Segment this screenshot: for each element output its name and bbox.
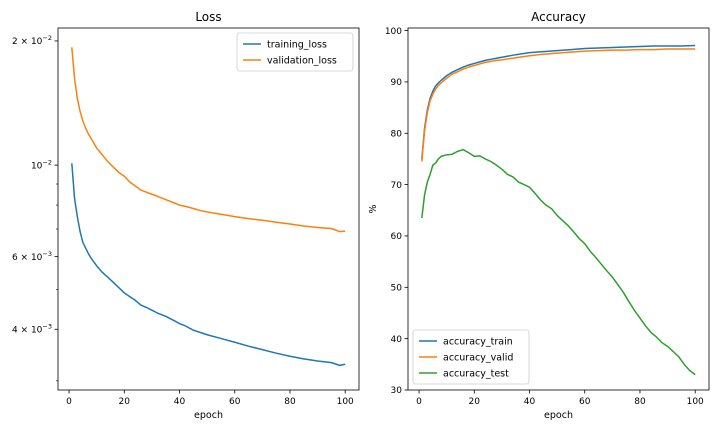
loss-x-axis-label: epoch xyxy=(194,410,223,421)
x-tick-label: 0 xyxy=(416,397,422,407)
y-tick-label: 4 × 10−3 xyxy=(12,322,52,335)
legend-box xyxy=(412,329,530,385)
accuracy-y-axis-label: % xyxy=(368,204,379,213)
legend-label: accuracy_valid xyxy=(443,352,513,363)
legend-label: accuracy_test xyxy=(443,368,509,379)
x-tick-label: 60 xyxy=(229,397,241,407)
x-tick-label: 60 xyxy=(579,397,591,407)
series-line-training-loss xyxy=(71,163,346,367)
y-tick-label: 80 xyxy=(391,129,403,139)
legend-label: validation_loss xyxy=(267,55,337,66)
y-tick-label: 10−2 xyxy=(31,158,52,171)
y-tick-label: 30 xyxy=(391,386,403,396)
x-tick-label: 100 xyxy=(337,397,354,407)
accuracy-plot-frame xyxy=(407,27,710,391)
legend-box xyxy=(236,32,354,72)
series-line-validation-loss xyxy=(71,47,346,233)
y-tick-label: 90 xyxy=(391,78,403,88)
y-tick-label: 70 xyxy=(391,181,403,191)
x-tick-label: 20 xyxy=(469,397,481,407)
x-tick-label: 80 xyxy=(634,397,646,407)
y-tick-label: 6 × 10−3 xyxy=(12,250,52,263)
legend-label: accuracy_train xyxy=(443,336,513,347)
accuracy-legend: accuracy_train accuracy_valid accuracy_tes… xyxy=(412,329,530,385)
accuracy-x-axis-label: epoch xyxy=(544,410,573,421)
y-tick-label: 60 xyxy=(391,232,403,242)
x-tick-label: 20 xyxy=(119,397,131,407)
legend-label: training_loss xyxy=(267,39,327,50)
loss-chart-title: Loss xyxy=(195,10,221,24)
x-tick-label: 40 xyxy=(524,397,536,407)
x-tick-label: 80 xyxy=(284,397,296,407)
y-tick-label: 40 xyxy=(391,335,403,345)
loss-chart: Loss 0 20 40 60 80 100 2 × 10−2 10−2 6 × 10−3 4 ×… xyxy=(12,10,360,421)
series-line-accuracy-valid xyxy=(421,48,696,162)
loss-plot-frame xyxy=(57,27,360,391)
y-tick-label: 2 × 10−2 xyxy=(12,34,52,47)
accuracy-chart: Accuracy 0 20 40 60 80 100 30 40 50 60 70 80 90 100 e… xyxy=(368,10,710,421)
x-tick-label: 0 xyxy=(66,397,72,407)
x-tick-label: 40 xyxy=(174,397,186,407)
series-line-accuracy-test xyxy=(421,148,696,376)
y-tick-label: 50 xyxy=(391,284,403,294)
y-tick-label: 100 xyxy=(385,27,402,37)
series-line-accuracy-train xyxy=(421,44,696,160)
accuracy-chart-title: Accuracy xyxy=(531,10,586,24)
loss-legend: training_loss validation_loss xyxy=(236,32,354,72)
x-tick-label: 100 xyxy=(687,397,704,407)
